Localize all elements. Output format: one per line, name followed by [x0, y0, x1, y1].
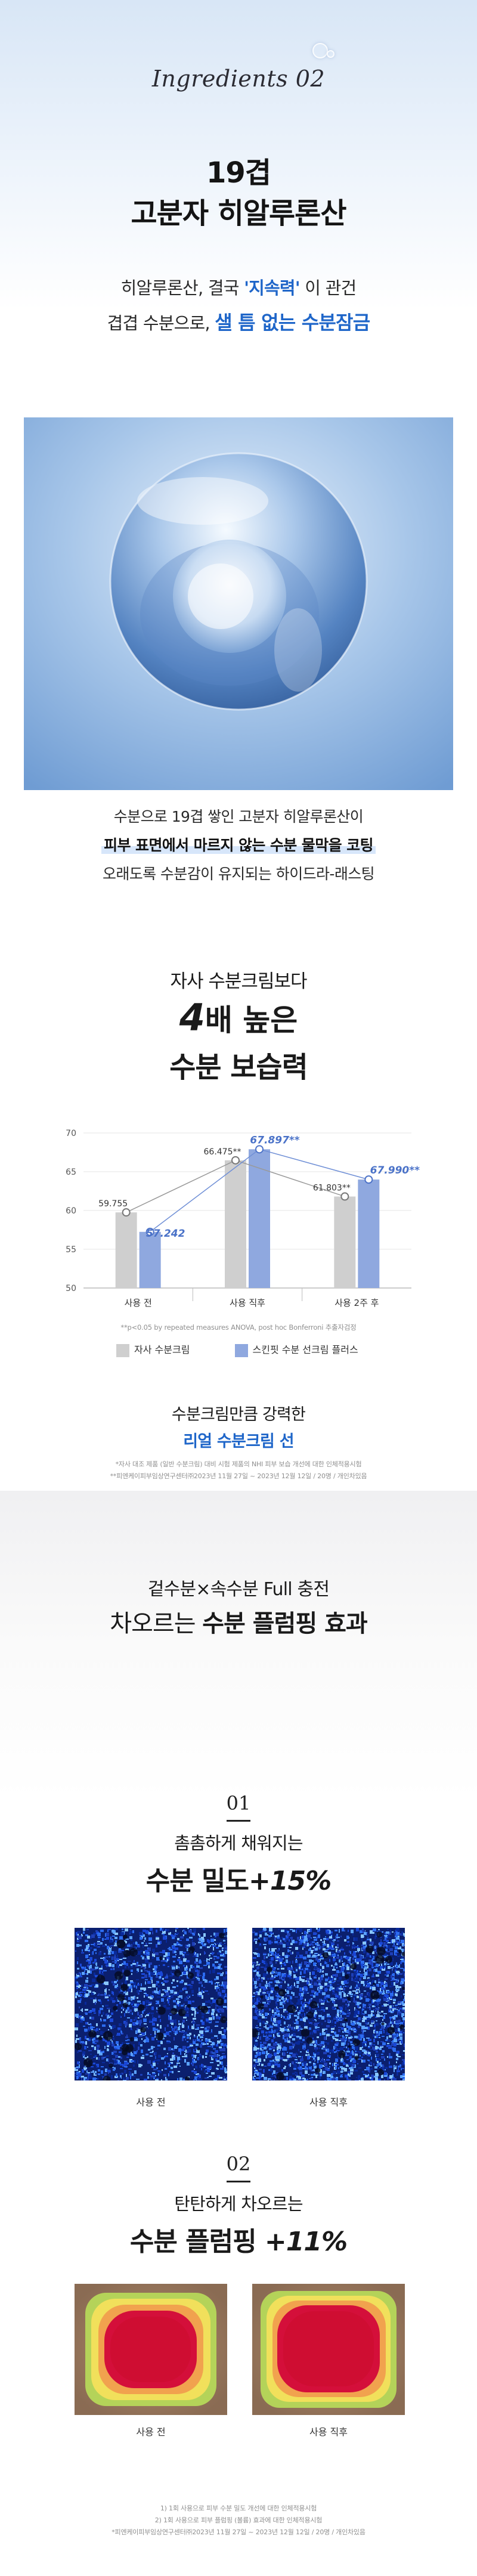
- plump-note2: 2) 1회 사용으로 피부 플럼핑 (볼륨) 효과에 대한 인체적용시험: [154, 2516, 323, 2524]
- x-tick-label: 사용 전: [125, 1298, 152, 1308]
- title-line2: 고분자 히알루론산: [131, 197, 347, 230]
- item2-caption-after: 사용 직후: [309, 2426, 348, 2438]
- data-point-blue: [145, 1227, 154, 1236]
- legend-label-gray: 자사 수분크림: [134, 1344, 190, 1355]
- y-tick-label: 70: [66, 1129, 76, 1138]
- moisture-bar-chart: 70 65 60 55 50 사용 전 사용 직후 사용 2주 후 59.755 66.475**…: [54, 1115, 423, 1318]
- hyaluronic-bubble-image: [24, 417, 453, 790]
- chart-footnote: **p<0.05 by repeated measures ANOVA, pos…: [120, 1323, 357, 1332]
- ingredients-label: Ingredients: [151, 66, 289, 92]
- bar-blue: [139, 1231, 161, 1288]
- data-label-gray: 66.475**: [204, 1147, 241, 1157]
- plump-note1: 1) 1회 사용으로 피부 수분 밀도 개선에 대한 인체적용시험: [160, 2504, 317, 2512]
- desc-emph-lock: 샐 틈 없는 수분잠금: [215, 311, 370, 334]
- plump-headline1: 겉수분×속수분 Full 충전: [147, 1579, 330, 1600]
- desc-line2: 겹겹 수분으로, 샐 틈 없는 수분잠금: [107, 311, 371, 334]
- density-image-after: [252, 1928, 405, 2080]
- item2-subtitle: 탄탄하게 차오르는: [174, 2194, 303, 2214]
- bar-blue: [358, 1179, 380, 1288]
- moisture-chart-section: 자사 수분크림보다 4배 높은 수분 보습력 70 65 60 55 50 사용 전 사용 …: [0, 930, 477, 1491]
- x-tick-label: 사용 직후: [230, 1298, 265, 1308]
- y-tick-label: 60: [66, 1206, 76, 1216]
- item1-caption-before: 사용 전: [136, 2097, 166, 2108]
- data-label-blue: 67.990**: [370, 1165, 420, 1176]
- item2-number: 02: [226, 2153, 251, 2175]
- bar-gray: [225, 1160, 246, 1288]
- bubble-decoration: [312, 43, 328, 58]
- item2-title: 수분 플럼핑 +11%: [129, 2227, 348, 2257]
- data-label-gray: 61.803**: [313, 1184, 351, 1193]
- hyaluronic-section: Ingredients 02 19겹 고분자 히알루론산 히알루론산, 결국 '…: [0, 0, 477, 883]
- plumping-section: 겉수분×속수분 Full 충전 차오르는 수분 플럼핑 효과 01 촘촘하게 채…: [0, 1491, 477, 2576]
- y-tick-label: 55: [66, 1245, 76, 1255]
- data-point-blue: [364, 1175, 373, 1184]
- chart-legend: 자사 수분크림 스킨핏 수분 선크림 플러스: [116, 1342, 426, 1357]
- item1-number-underline: [227, 1820, 250, 1822]
- plump-note3: *피엔케이피부임상연구센터㈜2023년 11월 27일 ~ 2023년 12월 …: [111, 2528, 366, 2536]
- ingredients-number: 02: [295, 66, 326, 92]
- y-tick-label: 65: [66, 1168, 76, 1177]
- strong-line2: 리얼 수분크림 선: [183, 1432, 294, 1451]
- bar-gray: [115, 1212, 137, 1288]
- strong-note1: *자사 대조 제품 (일반 수분크림) 대비 시험 제품의 NHI 피부 보습 …: [115, 1460, 362, 1468]
- x-tick-label: 사용 2주 후: [334, 1298, 379, 1308]
- legend-swatch-blue: [234, 1343, 248, 1357]
- plump-image-after: [252, 2284, 405, 2415]
- data-point-blue: [255, 1145, 264, 1154]
- item1-subtitle: 촘촘하게 채워지는: [174, 1833, 303, 1853]
- ingredients-title: Ingredients 02: [0, 66, 477, 92]
- strong-note2: **피엔케이피부임상연구센터㈜2023년 11월 27일 ~ 2023년 12월…: [110, 1472, 367, 1480]
- data-label-blue: 67.897**: [250, 1134, 299, 1146]
- item1-caption-after: 사용 직후: [309, 2097, 348, 2108]
- item1-title: 수분 밀도+15%: [145, 1866, 332, 1896]
- bar-gray: [334, 1196, 356, 1288]
- legend-swatch-gray: [116, 1343, 129, 1357]
- compare-line3: 수분 보습력: [169, 1051, 308, 1084]
- title-line1: 19겹: [206, 156, 271, 190]
- compare-line2: 4배 높은: [179, 996, 298, 1039]
- desc-line1: 히알루론산, 결국 '지속력' 이 관건: [120, 278, 357, 298]
- data-point-gray: [231, 1156, 240, 1165]
- bubble-caption-line2: 피부 표면에서 마르지 않는 수분 물막을 코팅: [0, 834, 477, 855]
- legend-label-blue: 스킨핏 수분 선크림 플러스: [252, 1344, 358, 1355]
- data-point-gray: [340, 1192, 349, 1201]
- plump-image-before: [75, 2284, 227, 2415]
- y-tick-label: 50: [66, 1284, 76, 1293]
- desc-emph-sustain: '지속력': [244, 278, 301, 298]
- bar-blue: [249, 1149, 270, 1288]
- strong-line1: 수분크림만큼 강력한: [171, 1405, 306, 1424]
- data-label-blue: 57.242: [146, 1228, 185, 1240]
- bubble-decoration-small: [327, 50, 334, 58]
- bubble-caption-line1: 수분으로 19겹 쌓인 고분자 히알루론산이: [113, 808, 364, 825]
- plump-headline2: 차오르는 수분 플럼핑 효과: [110, 1610, 367, 1637]
- item2-caption-before: 사용 전: [136, 2426, 166, 2438]
- bubble-caption-line3: 오래도록 수분감이 유지되는 하이드라-래스팅: [102, 865, 375, 883]
- data-point-gray: [122, 1208, 131, 1217]
- item1-number: 01: [226, 1792, 251, 1815]
- density-image-before: [75, 1928, 227, 2080]
- item2-number-underline: [227, 2181, 250, 2182]
- compare-line1: 자사 수분크림보다: [170, 971, 307, 992]
- data-label-gray: 59.755: [98, 1199, 128, 1209]
